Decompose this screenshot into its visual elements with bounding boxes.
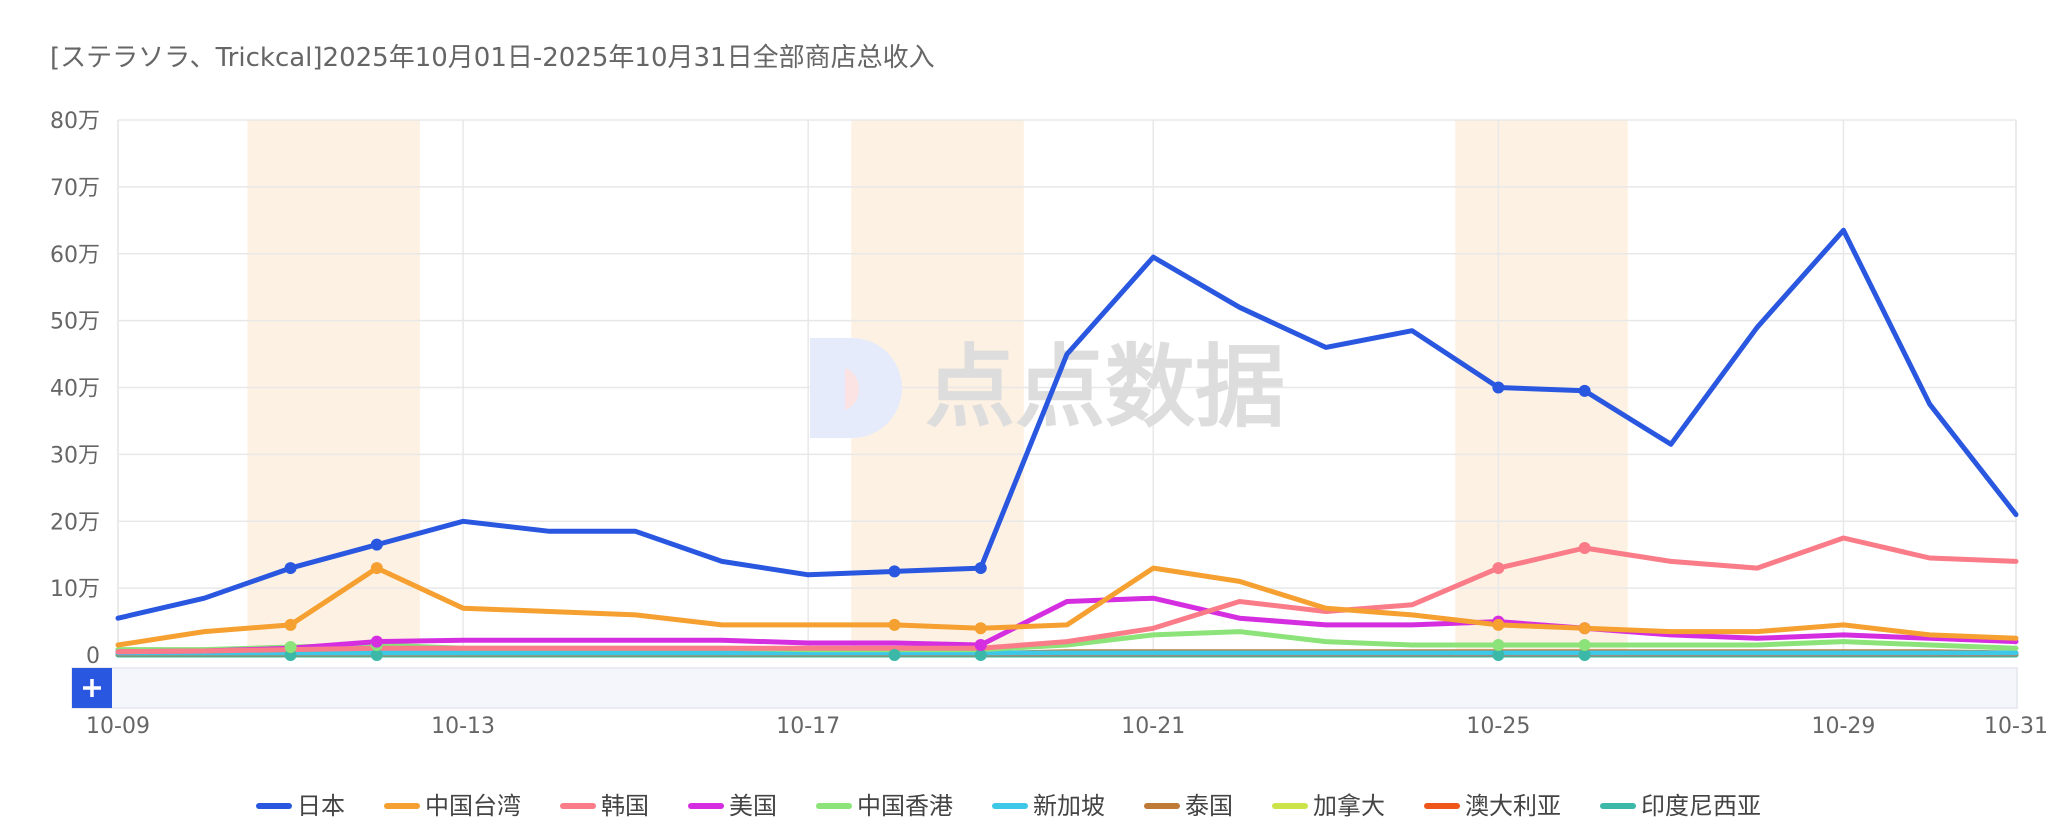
y-tick-label: 0 xyxy=(86,644,100,669)
legend-label: 泰国 xyxy=(1185,792,1233,820)
data-point-日本[interactable] xyxy=(284,562,297,575)
data-point-中国香港[interactable] xyxy=(1492,638,1505,651)
watermark-text: 点点数据 xyxy=(925,335,1285,440)
legend-item-印度尼西亚[interactable]: 印度尼西亚 xyxy=(1600,792,1761,820)
x-tick-label: 10-13 xyxy=(431,714,495,739)
data-point-中国台湾[interactable] xyxy=(974,622,987,635)
legend-item-日本[interactable]: 日本 xyxy=(256,792,345,820)
chart-title: [ステラソラ、Trickcal]2025年10月01日-2025年10月31日全… xyxy=(50,43,935,73)
legend-item-澳大利亚[interactable]: 澳大利亚 xyxy=(1424,792,1561,820)
data-point-日本[interactable] xyxy=(974,562,987,575)
legend-label: 中国台湾 xyxy=(425,792,521,820)
legend-label: 澳大利亚 xyxy=(1465,792,1561,820)
data-point-中国台湾[interactable] xyxy=(1492,618,1505,631)
series-line-韩国 xyxy=(115,535,2019,655)
y-tick-label: 60万 xyxy=(50,243,100,268)
series-lines xyxy=(115,227,2019,658)
legend-label: 印度尼西亚 xyxy=(1641,792,1761,820)
data-point-韩国[interactable] xyxy=(1492,562,1505,575)
data-point-印度尼西亚[interactable] xyxy=(888,649,901,661)
data-point-中国台湾[interactable] xyxy=(284,618,297,631)
legend-item-美国[interactable]: 美国 xyxy=(688,792,777,820)
data-point-中国台湾[interactable] xyxy=(888,618,901,631)
y-tick-label: 40万 xyxy=(50,377,100,402)
x-tick-label: 10-31 xyxy=(1984,714,2048,739)
legend-item-韩国[interactable]: 韩国 xyxy=(560,792,649,820)
legend-item-中国香港[interactable]: 中国香港 xyxy=(816,792,953,820)
data-point-印度尼西亚[interactable] xyxy=(974,649,987,661)
y-tick-label: 10万 xyxy=(50,577,100,602)
plus-icon xyxy=(83,679,101,697)
y-tick-label: 80万 xyxy=(50,109,100,134)
legend: 日本 中国台湾 韩国 美国 中国香港 新加坡 泰国 加拿大 澳大利亚 印度尼西亚 xyxy=(256,792,1761,820)
series-line-日本 xyxy=(115,227,2019,621)
legend-item-中国台湾[interactable]: 中国台湾 xyxy=(384,792,521,820)
legend-label: 中国香港 xyxy=(857,792,953,820)
y-tick-label: 30万 xyxy=(50,443,100,468)
legend-item-新加坡[interactable]: 新加坡 xyxy=(992,792,1105,820)
data-point-日本[interactable] xyxy=(1578,384,1591,397)
data-point-日本[interactable] xyxy=(888,565,901,578)
data-point-中国香港[interactable] xyxy=(284,640,297,653)
x-tick-label: 10-25 xyxy=(1466,714,1530,739)
data-point-日本[interactable] xyxy=(1492,381,1505,394)
legend-item-泰国[interactable]: 泰国 xyxy=(1144,792,1233,820)
y-tick-label: 20万 xyxy=(50,510,100,535)
data-point-中国台湾[interactable] xyxy=(1578,622,1591,635)
series-line-美国 xyxy=(115,595,2019,655)
y-tick-label: 70万 xyxy=(50,176,100,201)
data-point-美国[interactable] xyxy=(974,638,987,651)
y-tick-label: 50万 xyxy=(50,310,100,335)
data-point-日本[interactable] xyxy=(370,538,383,551)
series-markers xyxy=(284,381,1591,661)
x-tick-label: 10-29 xyxy=(1811,714,1875,739)
x-tick-label: 10-21 xyxy=(1121,714,1185,739)
legend-label: 加拿大 xyxy=(1313,792,1385,820)
legend-label: 美国 xyxy=(729,792,777,820)
x-tick-label: 10-09 xyxy=(86,714,150,739)
legend-label: 韩国 xyxy=(601,792,649,820)
data-point-印度尼西亚[interactable] xyxy=(370,649,383,661)
data-point-韩国[interactable] xyxy=(1578,542,1591,554)
legend-label: 新加坡 xyxy=(1033,792,1105,820)
zoom-slider[interactable] xyxy=(71,667,2018,709)
series-line-中国台湾 xyxy=(115,565,2019,648)
data-point-印度尼西亚[interactable] xyxy=(1492,649,1505,661)
zoom-slider-track[interactable] xyxy=(71,667,2018,709)
data-point-中国台湾[interactable] xyxy=(370,562,383,575)
y-axis: 0 10万 20万 30万 40万 50万 60万 70万 80万 xyxy=(50,109,100,669)
data-point-中国香港[interactable] xyxy=(1578,638,1591,651)
data-point-美国[interactable] xyxy=(370,635,383,648)
legend-label: 日本 xyxy=(297,792,345,820)
watermark-logo-icon xyxy=(810,338,902,438)
x-tick-label: 10-17 xyxy=(776,714,840,739)
legend-item-加拿大[interactable]: 加拿大 xyxy=(1272,792,1385,820)
data-point-印度尼西亚[interactable] xyxy=(1578,649,1591,661)
x-axis: 10-09 10-13 10-17 10-21 10-25 10-29 10-31 xyxy=(86,714,2048,739)
